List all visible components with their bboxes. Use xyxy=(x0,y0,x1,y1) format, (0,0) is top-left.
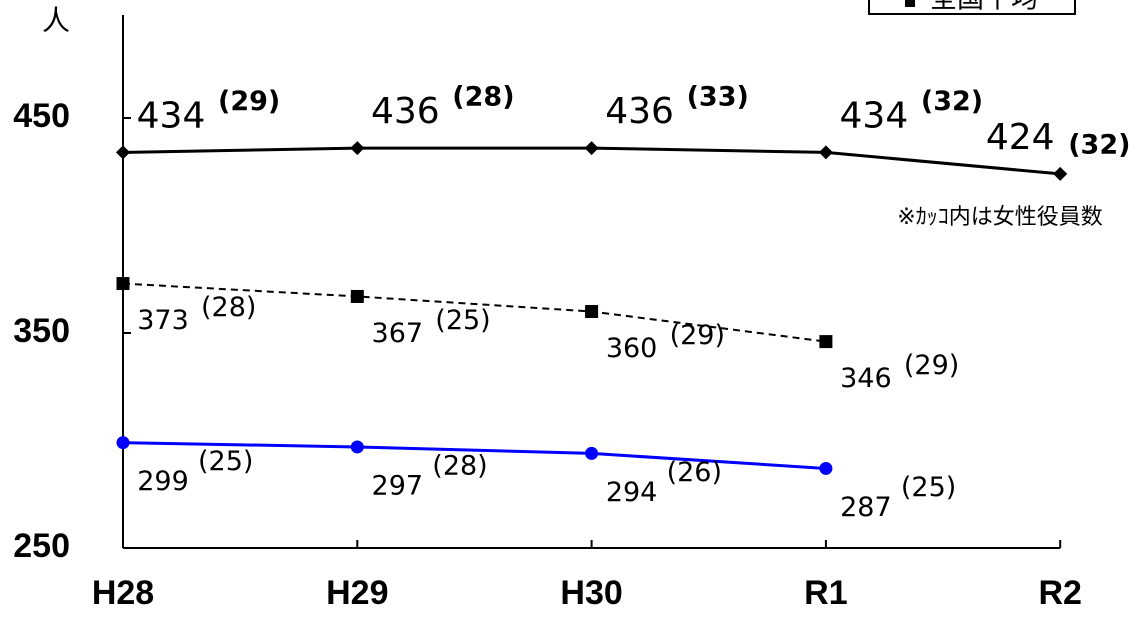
value-label: 436 xyxy=(605,91,674,132)
female-label: (28) xyxy=(452,82,514,113)
marker xyxy=(350,141,365,156)
marker xyxy=(350,289,364,303)
female-label: (29) xyxy=(670,320,725,351)
marker xyxy=(1053,166,1068,181)
series-line xyxy=(122,282,827,343)
annotation: ※ｶｯｺ内は女性役員数 xyxy=(897,205,1102,230)
value-label: 297 xyxy=(372,470,424,501)
y-tick-label: 250 xyxy=(13,527,70,565)
value-label: 373 xyxy=(137,305,189,336)
value-label: 360 xyxy=(606,333,658,364)
x-tick-label: H29 xyxy=(326,574,388,612)
y-tick-label: 350 xyxy=(13,312,70,350)
x-tick-label: R1 xyxy=(804,574,847,612)
marker xyxy=(116,145,130,160)
marker xyxy=(819,335,833,349)
value-label: 424 xyxy=(986,117,1055,158)
female-label: (33) xyxy=(687,82,749,113)
value-label: 346 xyxy=(840,363,892,394)
value-label: 434 xyxy=(840,95,909,136)
marker xyxy=(585,446,599,460)
female-label: (29) xyxy=(904,350,959,381)
marker xyxy=(585,305,599,318)
value-label: 287 xyxy=(840,492,892,523)
legend-marker xyxy=(905,0,915,7)
marker xyxy=(350,440,364,454)
y-axis-label: 人 xyxy=(42,4,70,37)
female-label: (32) xyxy=(921,86,983,117)
female-label: (28) xyxy=(432,450,487,481)
female-label: (25) xyxy=(901,472,956,503)
female-label: (25) xyxy=(198,446,253,477)
legend-box xyxy=(868,0,1076,15)
x-tick-label: H30 xyxy=(560,574,622,612)
value-label: 436 xyxy=(371,91,440,132)
marker xyxy=(116,436,130,450)
marker xyxy=(818,145,833,160)
marker xyxy=(116,277,130,291)
x-tick-label: R2 xyxy=(1038,574,1081,612)
x-tick-label: H28 xyxy=(92,574,154,612)
marker xyxy=(584,141,599,156)
value-label: 299 xyxy=(137,466,189,497)
female-label: (32) xyxy=(1068,129,1130,160)
legend-label: 全国平均 xyxy=(930,0,1038,15)
marker xyxy=(819,461,833,475)
female-label: (26) xyxy=(667,457,722,488)
female-label: (25) xyxy=(435,305,490,336)
female-label: (28) xyxy=(201,292,256,323)
female-label: (29) xyxy=(218,86,280,117)
y-tick-label: 450 xyxy=(13,97,70,135)
series-line xyxy=(122,441,826,470)
value-label: 367 xyxy=(372,318,424,349)
value-label: 434 xyxy=(137,95,206,136)
value-label: 294 xyxy=(606,477,658,508)
